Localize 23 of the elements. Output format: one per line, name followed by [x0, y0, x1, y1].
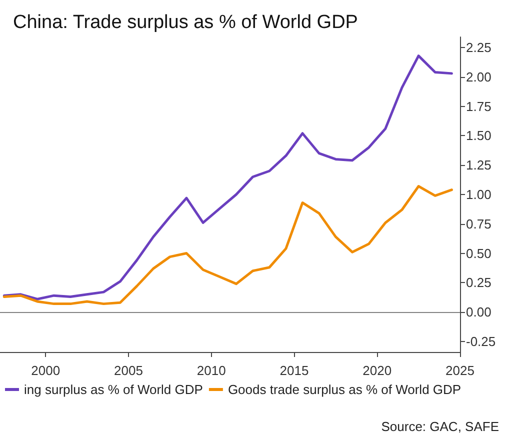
line-series	[2, 185, 453, 306]
y-tick-label: 1.25	[466, 158, 492, 173]
x-tick-label: 2020	[362, 363, 392, 378]
line-series	[2, 54, 453, 300]
y-tick-label: 2.00	[466, 69, 492, 84]
x-tick-label: 2015	[280, 363, 309, 378]
x-tick-label: 2010	[196, 363, 226, 378]
y-tick-label: 1.50	[466, 128, 492, 144]
source-note: Source: GAC, SAFE	[381, 419, 500, 434]
y-tick-label: 2.25	[466, 40, 492, 56]
y-tick-label: 0.75	[466, 216, 492, 232]
chart-title: China: Trade surplus as % of World GDP	[13, 12, 358, 33]
y-tick-label: 0.50	[466, 246, 492, 261]
x-tick-label: 2005	[114, 363, 143, 378]
y-tick-label: 0.00	[466, 304, 492, 320]
y-tick-label: 1.00	[466, 187, 492, 202]
y-tick-label: 0.25	[466, 275, 492, 290]
legend-label: ing surplus as % of World GDP	[24, 382, 203, 397]
x-tick-label: 2025	[446, 363, 474, 378]
legend-label: Goods trade surplus as % of World GDP	[228, 382, 462, 397]
y-tick-label: 1.75	[466, 98, 492, 114]
y-tick-label: -0.25	[466, 334, 496, 349]
x-tick-label: 2000	[31, 363, 60, 378]
